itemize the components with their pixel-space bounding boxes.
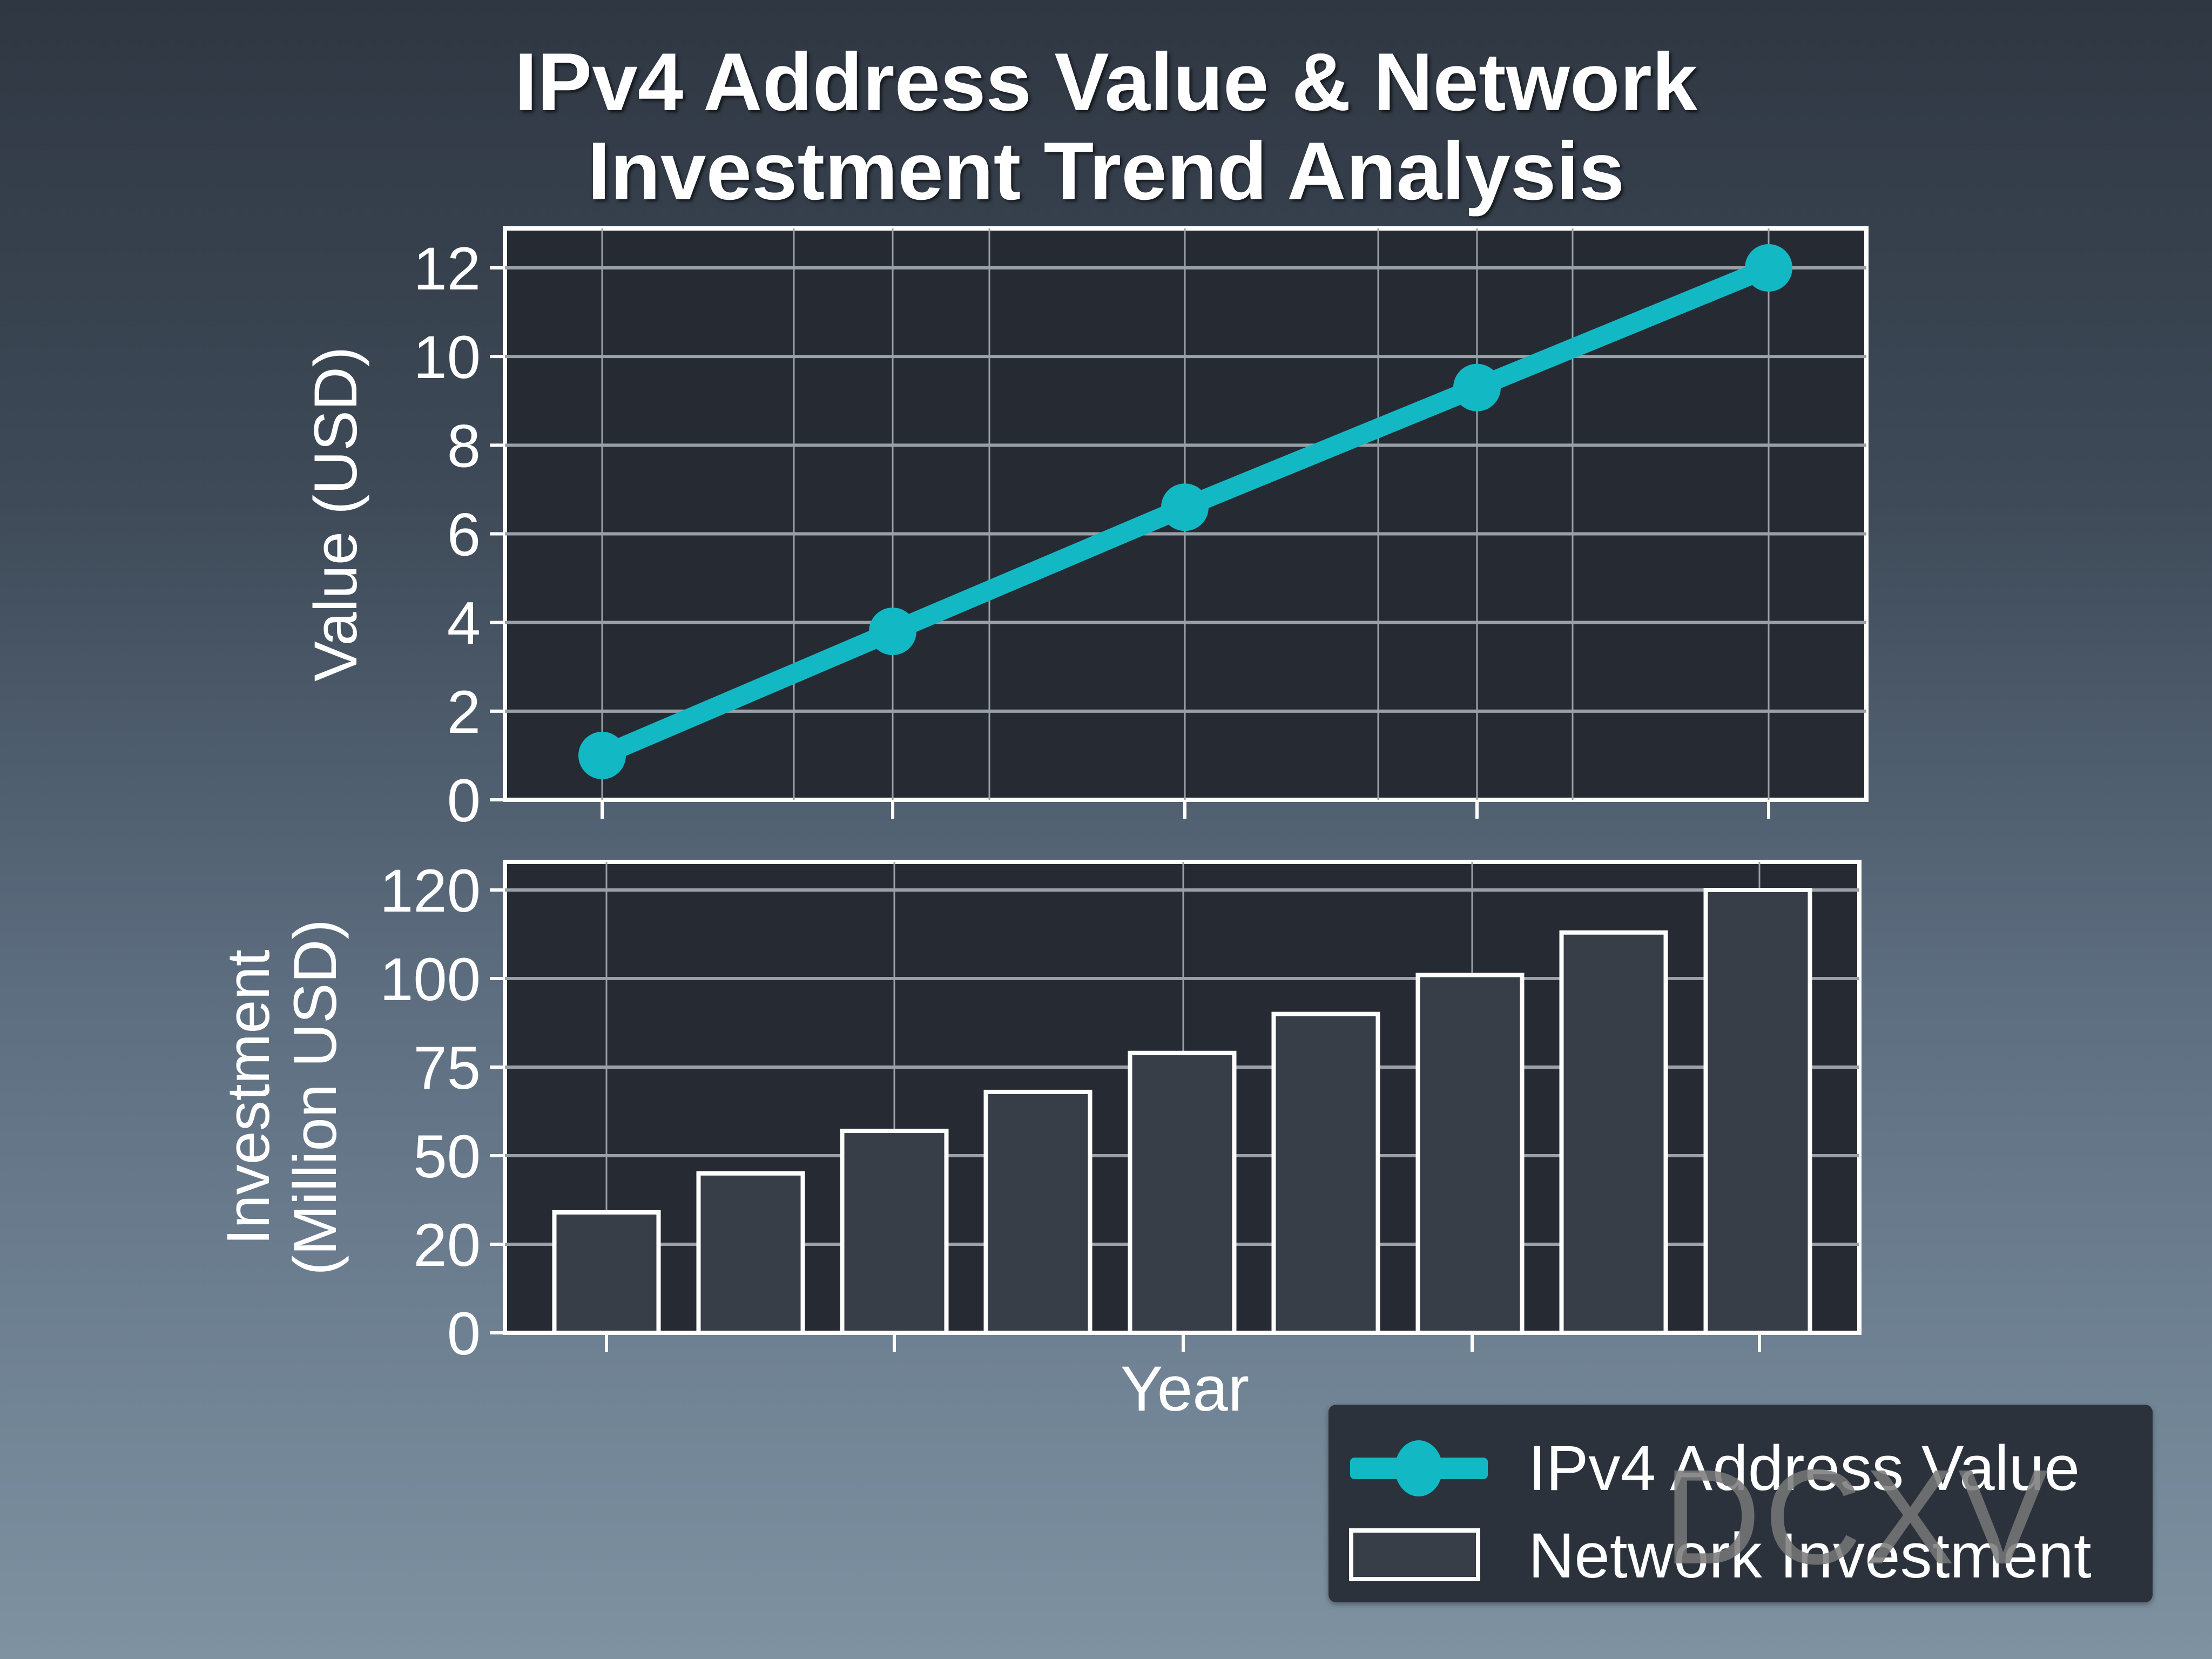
title-line-2: Investment Trend Analysis — [587, 125, 1625, 217]
data-point-marker — [1745, 244, 1792, 292]
y-tick-label: 8 — [447, 412, 481, 480]
investment-bar — [1415, 973, 1525, 1335]
legend-item-ipv4-value: IPv4 Address Value — [1328, 1428, 2153, 1509]
upper-x-ticks — [601, 800, 1770, 819]
y-tick-label: 100 — [380, 946, 481, 1013]
data-point-marker — [1453, 363, 1501, 412]
y-tick-label: 6 — [447, 501, 481, 569]
y-tick-label: 10 — [413, 323, 481, 391]
y-tick-label: 12 — [413, 235, 481, 302]
upper-grid — [505, 228, 1866, 800]
investment-bar — [1703, 888, 1812, 1335]
y-tick-label: 2 — [447, 678, 481, 746]
title-line-1: IPv4 Address Value & Network — [514, 36, 1698, 128]
investment-bar — [840, 1129, 949, 1336]
legend: IPv4 Address Value Network Investment — [1328, 1405, 2153, 1602]
y-tick-label: 75 — [413, 1034, 481, 1102]
line-marker-icon — [1350, 1440, 1488, 1496]
upper-plot: 0 2 4 6 8 10 12 Value (USD) — [302, 226, 1869, 834]
investment-bar — [552, 1210, 661, 1335]
lower-y-ticks: 0 20 50 75 100 120 — [380, 857, 505, 1367]
y-tick-label: 20 — [413, 1211, 481, 1279]
data-point-marker — [1161, 483, 1209, 531]
watermark: DCXV — [1663, 1441, 2052, 1592]
lower-y-axis-label-line2: (Million USD) — [281, 919, 349, 1276]
bar-swatch-icon — [1349, 1528, 1480, 1581]
investment-bar — [696, 1171, 805, 1336]
y-tick-label: 120 — [380, 857, 481, 925]
upper-y-axis-label: Value (USD) — [302, 347, 369, 682]
lower-y-axis-label-line1: Investment — [214, 949, 282, 1245]
legend-item-network-investment: Network Investment — [1328, 1515, 2153, 1596]
ipv4-value-markers — [578, 244, 1792, 779]
legend-label-ipv4-value: IPv4 Address Value — [1528, 1433, 2080, 1504]
investment-bars — [552, 888, 1812, 1336]
investment-bar — [983, 1089, 1092, 1336]
y-tick-label: 50 — [413, 1123, 481, 1190]
investment-bar — [1559, 930, 1668, 1335]
x-axis-label: Year — [1121, 1353, 1249, 1425]
investment-bar — [1271, 1011, 1380, 1335]
lower-x-ticks — [605, 1333, 1761, 1352]
upper-y-ticks: 0 2 4 6 8 10 12 — [413, 235, 505, 834]
data-point-marker — [869, 608, 916, 656]
lower-plot: 0 20 50 75 100 120 Investment (Million USD) Y… — [214, 857, 1862, 1425]
legend-label-network-investment: Network Investment — [1528, 1520, 2092, 1591]
y-tick-label: 0 — [447, 767, 481, 834]
investment-bar — [1128, 1050, 1237, 1335]
chart-title: IPv4 Address Value & Network Investment … — [0, 38, 2212, 216]
y-tick-label: 0 — [447, 1300, 481, 1367]
data-point-marker — [578, 731, 626, 779]
y-tick-label: 4 — [447, 590, 481, 657]
